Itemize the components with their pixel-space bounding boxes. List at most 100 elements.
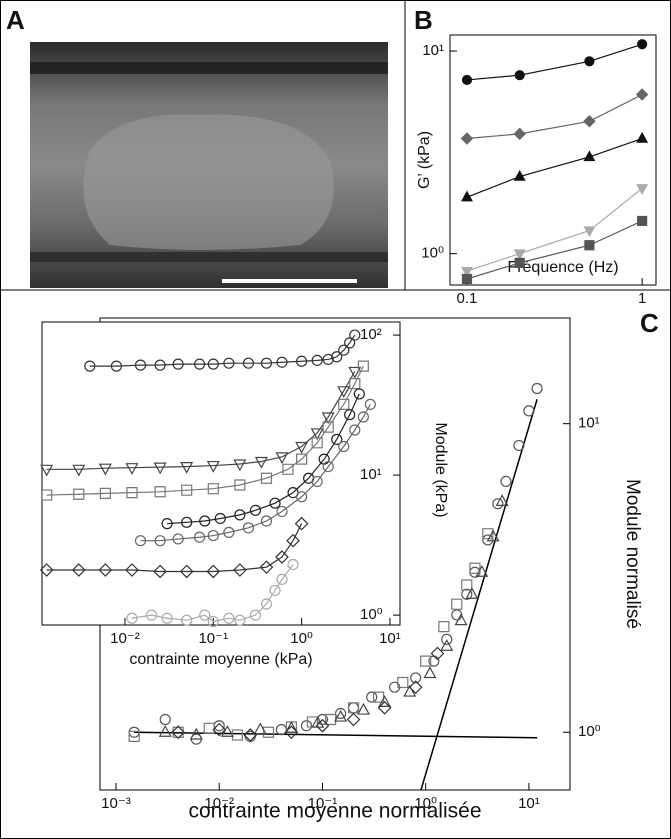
y-tick-label: 10⁰ (360, 606, 383, 623)
marker (583, 115, 596, 128)
marker (260, 357, 273, 369)
marker (338, 344, 350, 356)
marker (410, 672, 422, 684)
marker (284, 725, 299, 740)
x-tick-label: 10⁰ (290, 630, 313, 647)
marker (39, 563, 54, 577)
marker (234, 479, 246, 491)
series-line (46, 523, 303, 573)
x-tick-label: 10¹ (518, 795, 540, 812)
marker (495, 494, 509, 506)
marker (347, 702, 360, 714)
marker (583, 150, 596, 162)
marker (311, 437, 323, 449)
marker (377, 700, 392, 715)
marker (637, 215, 648, 227)
x-axis-title: contrainte moyenne normalisée (189, 800, 482, 823)
marker (234, 509, 246, 521)
marker (475, 565, 489, 577)
marker (322, 421, 334, 433)
marker (284, 721, 298, 733)
marker (583, 226, 596, 238)
marker (125, 463, 139, 475)
marker (154, 535, 166, 547)
marker (125, 563, 139, 577)
marker (451, 598, 463, 610)
marker (203, 722, 215, 734)
marker (223, 357, 235, 369)
y-tick-label: 10² (360, 326, 382, 343)
marker (212, 722, 227, 737)
marker (73, 488, 85, 500)
marker (440, 638, 454, 651)
marker (128, 730, 140, 742)
marker (189, 727, 203, 740)
x-axis-title: contrainte moyenne (kPa) (129, 651, 312, 668)
panel-label: A (6, 5, 25, 35)
marker (179, 564, 194, 579)
marker (325, 713, 337, 726)
marker (357, 360, 369, 372)
marker (513, 169, 526, 181)
marker (220, 725, 234, 737)
marker (514, 70, 525, 81)
marker (636, 131, 649, 143)
series-line (131, 564, 294, 623)
marker (253, 722, 267, 735)
marker (260, 515, 273, 527)
marker (276, 356, 288, 368)
y-axis-title: Module normalisé (622, 479, 643, 629)
marker (199, 609, 211, 621)
marker (461, 273, 473, 285)
series-line (466, 137, 643, 198)
marker (465, 587, 479, 599)
marker (482, 534, 494, 546)
marker (460, 132, 474, 145)
marker (98, 463, 112, 476)
marker (338, 440, 350, 453)
panel-label: B (414, 5, 433, 35)
marker (423, 666, 437, 679)
y-tick-label: 10¹ (422, 42, 444, 59)
marker (72, 464, 86, 477)
marker (344, 409, 356, 421)
marker (126, 486, 138, 499)
marker (233, 459, 247, 472)
marker (331, 351, 343, 363)
marker (335, 707, 347, 720)
marker (420, 655, 432, 667)
marker (287, 558, 299, 571)
plot-area (449, 34, 657, 286)
plot-area (41, 321, 401, 626)
marker (296, 491, 308, 503)
marker (366, 691, 378, 703)
series-line (46, 365, 364, 496)
marker (249, 504, 262, 516)
marker (322, 461, 334, 473)
marker (461, 266, 473, 278)
marker (635, 88, 649, 101)
marker (171, 725, 185, 740)
marker (194, 358, 206, 370)
marker (275, 550, 289, 564)
marker (584, 56, 595, 67)
series-line (140, 404, 371, 542)
panel-label: C (640, 308, 659, 338)
marker (254, 456, 268, 469)
marker (296, 355, 308, 367)
marker (172, 358, 184, 370)
y-tick-label: 10¹ (360, 466, 382, 483)
marker (461, 190, 473, 202)
marker (486, 529, 500, 542)
marker (637, 39, 648, 50)
marker (207, 529, 219, 542)
marker (71, 563, 86, 577)
marker (397, 676, 409, 689)
marker (311, 354, 323, 366)
x-tick-label: 10⁻² (204, 795, 234, 812)
marker (153, 564, 167, 579)
marker (469, 562, 481, 574)
marker (154, 486, 166, 498)
marker (408, 680, 423, 695)
marker (99, 487, 111, 500)
